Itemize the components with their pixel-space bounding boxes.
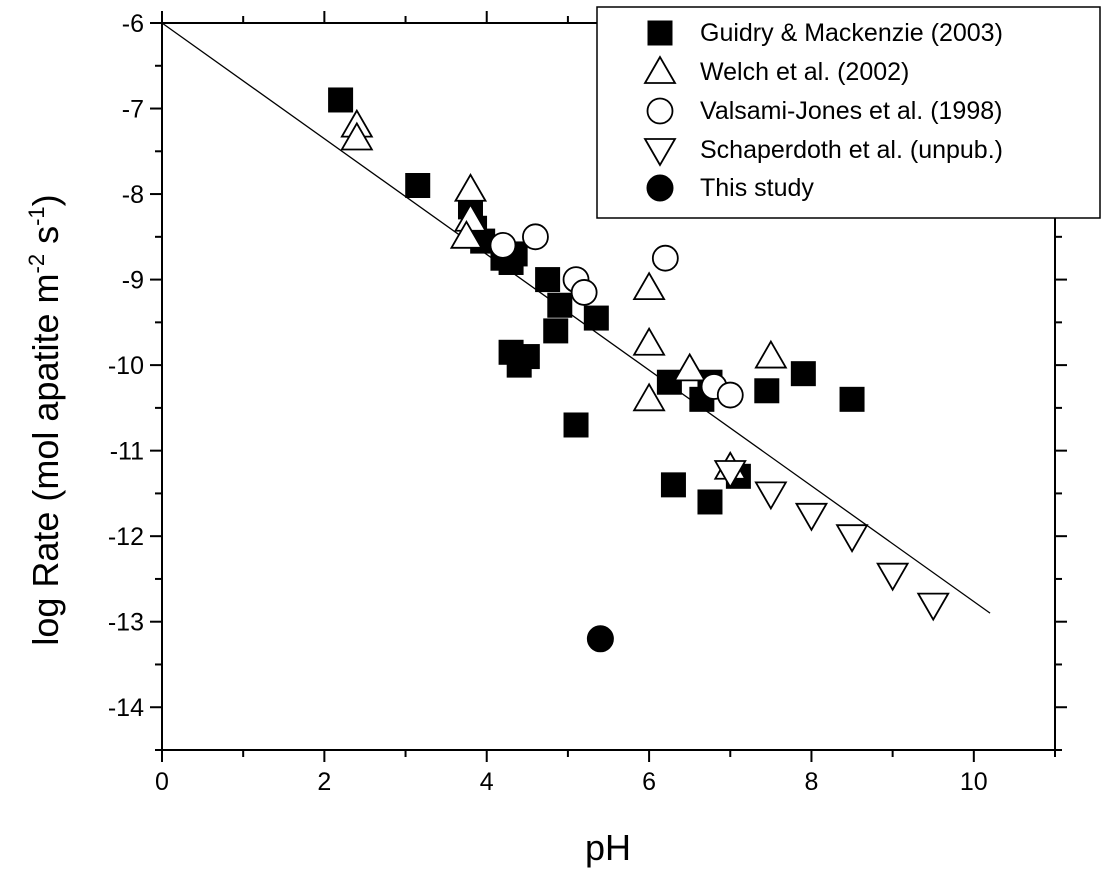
data-point-welch <box>754 339 788 369</box>
legend-label-valsami: Valsami-Jones et al. (1998) <box>700 97 1002 125</box>
data-point-guidry <box>697 489 723 515</box>
data-point-schaperdoth <box>876 562 910 592</box>
data-point-welch <box>673 352 707 382</box>
data-point-welch <box>632 382 666 412</box>
y-tick-label: -9 <box>122 267 144 295</box>
data-point-schaperdoth <box>794 502 829 532</box>
data-point-schaperdoth <box>754 481 788 511</box>
trend-line <box>161 22 991 614</box>
data-point-schaperdoth <box>916 592 950 622</box>
legend-label-this-study: This study <box>700 174 814 202</box>
y-axis-title-main: log Rate (mol apatite m <box>25 273 66 645</box>
data-point-valsami <box>489 231 517 259</box>
legend-marker-schaperdoth <box>643 138 677 167</box>
data-point-guidry <box>790 361 816 387</box>
y-tick-label: -13 <box>108 609 144 637</box>
legend-marker-this-study <box>646 174 674 202</box>
data-point-this-study <box>586 625 614 653</box>
y-tick-label: -7 <box>122 96 144 124</box>
y-tick-label: -8 <box>122 181 144 209</box>
x-tick-label: 0 <box>155 768 169 796</box>
data-point-welch <box>632 326 666 356</box>
y-tick-label: -10 <box>108 352 144 380</box>
data-point-valsami <box>651 244 679 272</box>
x-tick-label: 2 <box>317 768 331 796</box>
data-point-guidry <box>839 386 865 412</box>
data-point-welch <box>632 271 666 301</box>
tick-labels-layer: 0 2 4 6 8 10 -6 -7 -8 -9 -10 -11 -12 -13 -14 <box>108 10 988 796</box>
legend-label-welch: Welch et al. (2002) <box>700 58 909 86</box>
data-point-guidry <box>506 352 532 378</box>
x-tick-label: 4 <box>480 768 494 796</box>
legend-marker-valsami <box>646 97 674 125</box>
data-point-valsami <box>522 223 549 251</box>
data-point-guidry <box>660 472 686 498</box>
data-point-welch <box>340 121 374 151</box>
y-tick-label: -12 <box>108 523 144 551</box>
y-tick-label: -6 <box>122 10 144 38</box>
legend-marker-welch <box>643 55 677 84</box>
legend-label-schaperdoth: Schaperdoth et al. (unpub.) <box>700 136 1003 164</box>
y-axis-title-sup-2: -1 <box>24 206 49 226</box>
data-point-guidry <box>547 292 573 318</box>
legend-box <box>596 6 1101 219</box>
data-point-welch <box>449 220 483 249</box>
data-point-guidry <box>328 87 354 113</box>
y-tick-label: -14 <box>108 694 144 722</box>
data-point-welch <box>453 172 488 202</box>
data-point-guidry <box>563 412 589 438</box>
data-point-valsami <box>570 279 598 306</box>
data-point-guidry <box>583 305 609 331</box>
data-point-guidry <box>754 378 780 404</box>
legend: Guidry & Mackenzie (2003) Welch et al. (… <box>596 6 1101 219</box>
data-point-guidry <box>535 267 561 293</box>
y-axis-title-end: ) <box>25 194 66 206</box>
x-tick-label: 8 <box>805 768 819 796</box>
y-tick-label: -11 <box>110 438 144 466</box>
legend-markers <box>643 20 677 202</box>
data-point-schaperdoth <box>835 524 869 553</box>
data-point-guidry <box>405 173 431 199</box>
legend-label-guidry: Guidry & Mackenzie (2003) <box>700 19 1003 47</box>
data-point-valsami <box>716 381 744 409</box>
x-tick-label: 6 <box>642 768 656 796</box>
points-layer <box>328 87 950 653</box>
legend-marker-guidry <box>647 20 673 46</box>
y-axis-title: log Rate (mol apatite m-2 s-1) <box>24 194 66 645</box>
y-axis-title-sup-1: -2 <box>24 254 49 274</box>
x-tick-label: 10 <box>960 768 988 796</box>
data-point-guidry <box>543 318 569 344</box>
trendline-layer <box>161 22 991 614</box>
data-point-schaperdoth <box>713 460 747 489</box>
y-axis-title-mid: s <box>25 226 66 254</box>
x-axis-title: pH <box>585 827 631 868</box>
